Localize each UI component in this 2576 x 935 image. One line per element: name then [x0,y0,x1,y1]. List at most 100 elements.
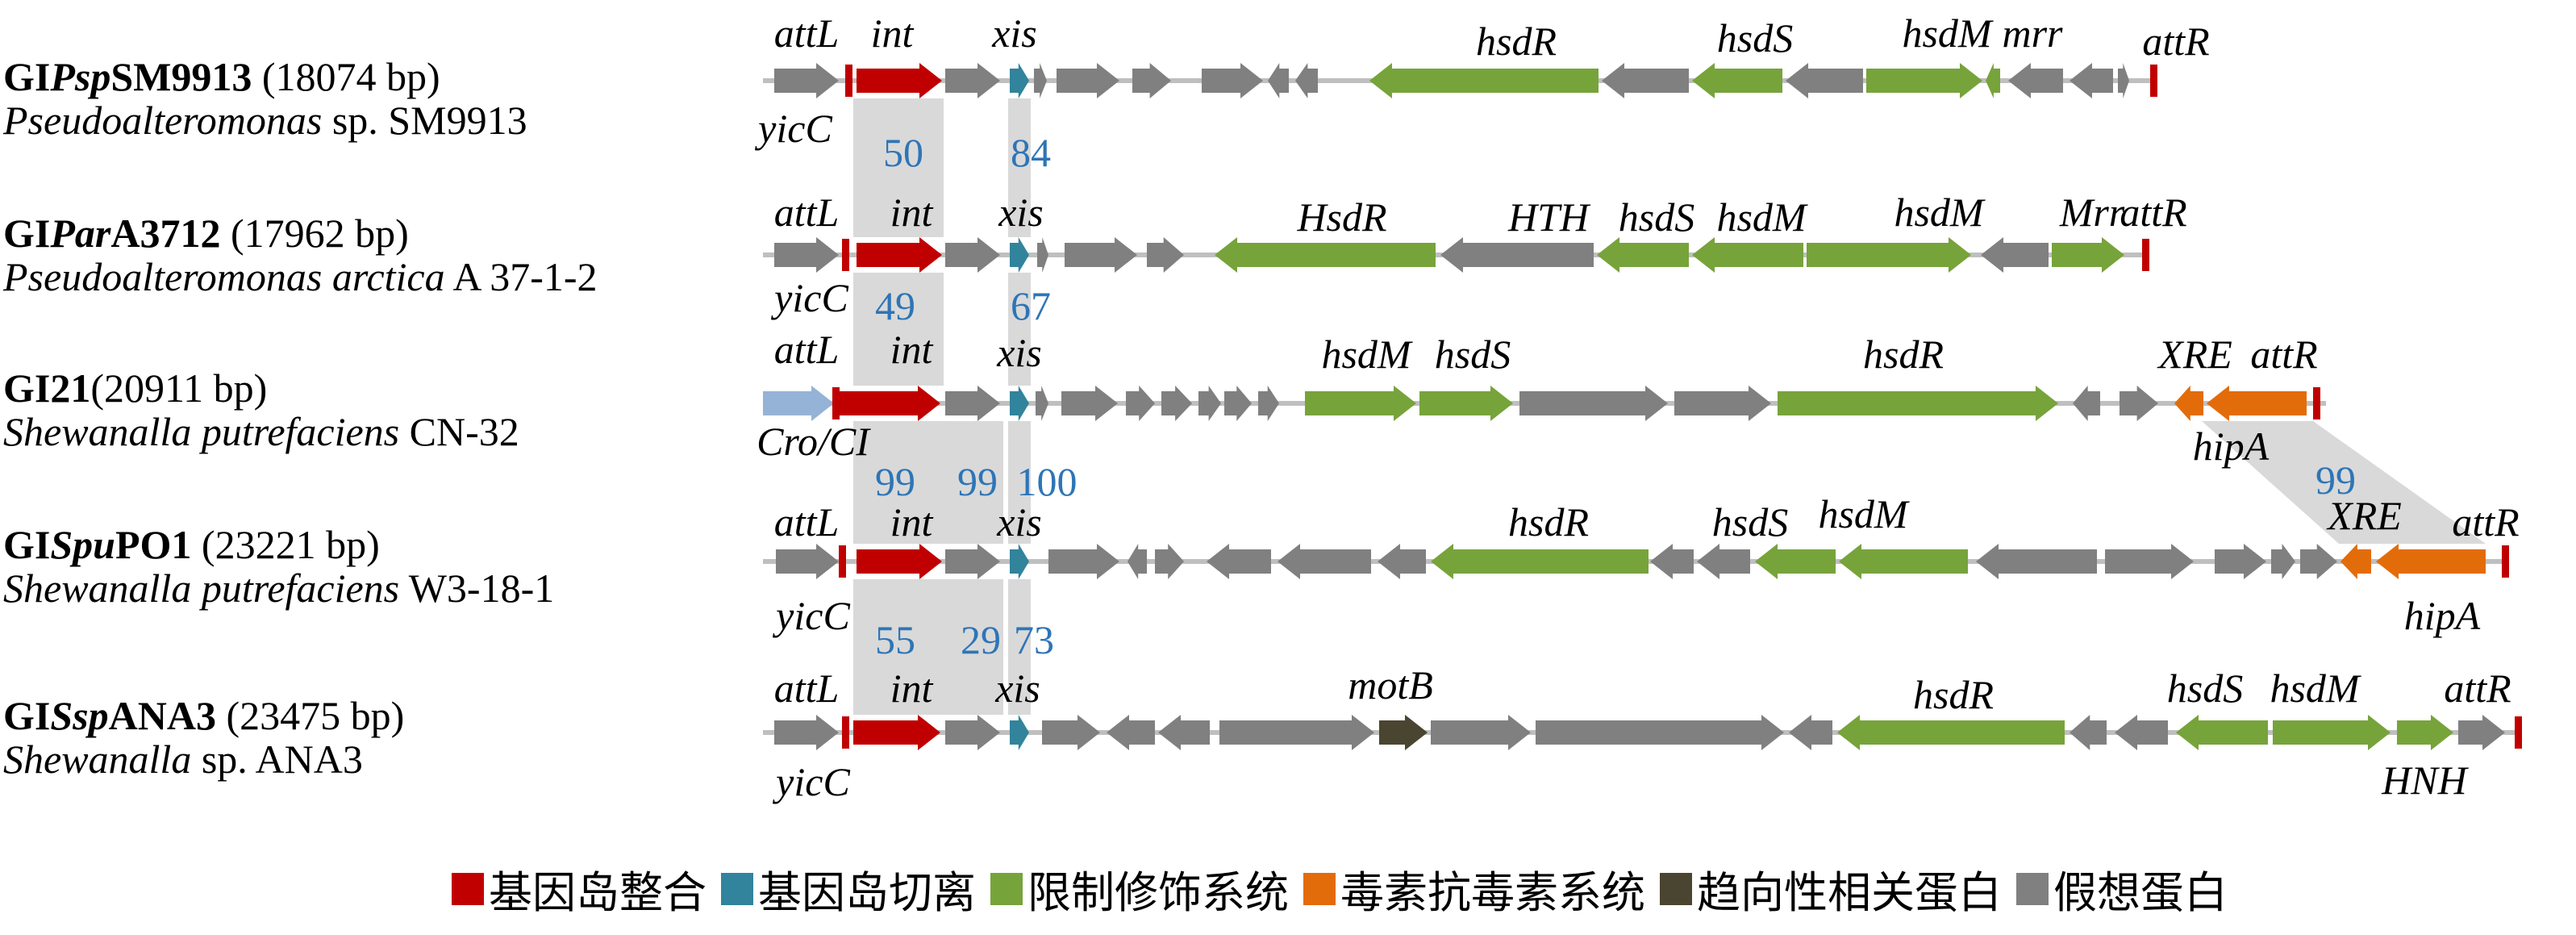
gene-arrow-hypothetical-r3-7 [1207,544,1271,579]
gene-arrow-int-r3-1 [857,544,942,579]
gene-arrow-hypothetical-r0-0 [774,63,839,98]
legend-item-3: 毒素抗毒素系统 [1303,857,1645,920]
attL-site-mark-0 [845,65,852,97]
gene-arrow-xis-r0-3 [1010,63,1029,98]
identity-value-4: 99 [875,459,915,504]
gene-arrow-int-r0-1 [857,63,942,98]
gene-arrow-hypothetical-r4-9 [1431,715,1531,750]
gene-arrow-hypothetical-r3-8 [1278,544,1371,579]
legend-item-4: 趋向性相关蛋白 [1660,857,2002,920]
identity-value-7: 99 [2315,457,2356,503]
gene-arrow-hypothetical-r3-19 [2300,544,2337,579]
species-name-part: W3-18-1 [399,566,555,611]
gene-label-r2-4: hsdS [1435,332,1511,377]
gene-arrow-hypothetical-r4-10 [1536,715,1784,750]
similarity-band-2 [853,273,944,386]
gene-arrow-int-r2-1 [839,386,940,421]
row-label-4: GISspANA3 (23475 bp) Shewanalla sp. ANA3 [3,695,404,779]
island-name-part: GI21 [3,365,91,411]
legend-swatch [1660,872,1692,905]
gene-label-r1-2: xis [998,190,1044,235]
gene-label-r1-9: attR [2120,190,2186,235]
gene-arrow-hypothetical-r3-4 [1048,544,1119,579]
identity-value-10: 73 [1014,617,1054,662]
gene-arrow-hsdm-r3-14 [1839,544,1968,579]
gene-label-r2-7: attR [2250,332,2317,377]
gene-arrow-cro-ci-r2-0 [763,386,834,421]
similarity-band-3 [1008,273,1031,386]
island-name-part: GI [3,54,51,99]
gene-label-r2-5: hsdR [1863,332,1944,377]
row-label-3: GISpuPO1 (23221 bp) Shewanalla putrefacie… [3,524,554,608]
gene-label-r2-8: Cro/CI [757,419,871,464]
gene-label-r4-8: yicC [772,759,850,804]
gene-label-r4-2: xis [994,666,1040,711]
gene-label-r2-3: hsdM [1321,332,1412,377]
gene-arrow-hsdm-r1-11 [1807,237,1971,273]
gene-arrow-hsds-r0-12 [1692,63,1782,98]
gene-arrow-hsds-r3-13 [1755,544,1836,579]
species-name-part: Shewanalla putrefaciens [3,566,400,611]
island-name-part: PO1 [115,522,192,567]
identity-value-5: 99 [957,459,998,504]
species-name: Pseudoalteromonas arctica A 37-1-2 [3,257,598,297]
gene-label-r4-0: attL [774,666,840,711]
species-name-part: sp. SM9913 [322,98,527,143]
gene-arrow-hsdr-r4-12 [1837,715,2065,750]
similarity-band-9 [944,579,1003,715]
gene-label-r4-6: hsdM [2270,666,2361,711]
identity-value-2: 49 [875,283,915,328]
gene-label-r4-3: motB [1348,662,1433,708]
gene-arrow-hypothetical-r2-10 [1258,386,1279,421]
gene-label-r3-6: XRE [2326,493,2402,538]
gene-arrow-int-r4-1 [853,715,940,750]
island-name-part: GI [3,211,51,256]
species-name: Shewanalla putrefaciens W3-18-1 [3,568,554,608]
gene-arrow-hypothetical-r3-15 [1976,544,2097,579]
legend-swatch [1303,872,1336,905]
gene-arrow-hypothetical-r2-5 [1061,386,1118,421]
gene-arrow-hipa-r3-21 [2376,544,2486,579]
island-name-part: Psp [50,54,111,99]
gene-arrow-xre-r2-18 [2174,386,2203,421]
gene-arrow-hypothetical-r3-18 [2271,544,2295,579]
gene-arrow-hsds-r1-9 [1597,237,1689,273]
attR-site-mark-1 [2142,239,2149,271]
species-name-part: Shewanalla putrefaciens [3,409,400,454]
identity-value-9: 29 [961,617,1001,662]
gene-label-r0-3: hsdR [1476,19,1557,64]
gene-label-r3-3: hsdR [1508,499,1589,545]
gene-label-r0-7: attR [2142,19,2209,64]
gene-arrow-hypothetical-r2-2 [945,386,1000,421]
gene-label-r3-2: xis [996,499,1042,545]
gene-label-r4-5: hsdS [2167,666,2243,711]
attR-site-mark-0 [2150,65,2157,97]
island-name-part: Spu [50,522,115,567]
similarity-band-0 [853,98,944,237]
gene-arrow-hypothetical-r1-5 [1065,237,1137,273]
gene-arrow-xre-r3-20 [2340,544,2371,579]
legend-label: 毒素抗毒素系统 [1340,867,1645,918]
gene-arrow-hypothetical-r3-9 [1378,544,1426,579]
gene-arrow-hypothetical-r4-18 [2458,715,2505,750]
attR-site-mark-4 [2515,716,2522,749]
identity-value-0: 50 [883,130,923,175]
gene-arrow-hypothetical-r0-7 [1202,63,1263,98]
legend-swatch [721,872,753,905]
island-name-part: GI [3,522,51,567]
gene-label-r2-9: hipA [2193,424,2270,469]
gene-label-r4-7: attR [2444,666,2511,711]
island-name: GIPspSM9913 (18074 bp) [3,56,527,97]
gene-arrow-hsdm-r4-16 [2273,715,2391,750]
gene-arrow-hypothetical-r4-7 [1219,715,1374,750]
legend-item-0: 基因岛整合 [452,857,707,920]
species-name-part: Pseudoalteromonas arctica [3,254,445,299]
gene-label-r0-8: yicC [754,106,832,151]
gene-arrow-hsdr-r1-7 [1215,237,1436,273]
species-name-part: CN-32 [399,409,519,454]
gene-label-r0-0: attL [774,10,840,56]
gene-label-r2-0: attL [774,327,840,372]
species-name-part: sp. ANA3 [191,737,363,782]
gene-arrow-hypothetical-r0-2 [945,63,1000,98]
legend-item-2: 限制修饰系统 [990,857,1289,920]
